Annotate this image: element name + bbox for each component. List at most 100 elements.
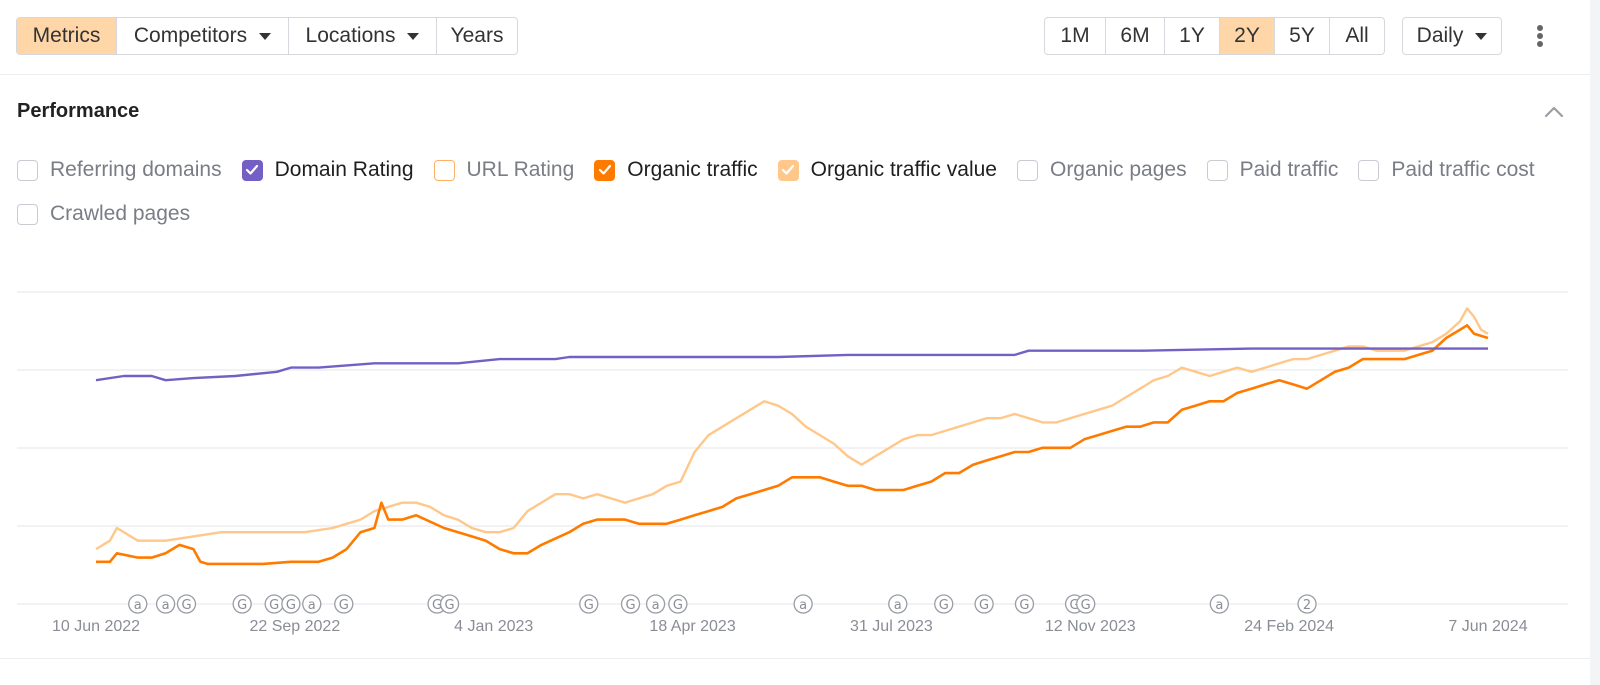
x-tick-label: 24 Feb 2024 (1244, 618, 1334, 635)
annotation-marker[interactable]: G (334, 594, 354, 614)
metric-label: Organic pages (1049, 158, 1187, 181)
annotation-label: G (1070, 598, 1080, 613)
caret-down-icon (259, 32, 272, 40)
annotation-marker[interactable]: a (888, 594, 908, 614)
checkbox-icon[interactable] (17, 159, 38, 181)
checkbox-icon[interactable] (1358, 159, 1380, 181)
annotation-marker[interactable]: a (155, 594, 176, 614)
metric-toggle-url-rating[interactable]: URL Rating (433, 158, 575, 182)
interval-dropdown[interactable]: Daily (1402, 17, 1502, 55)
annotation-marker[interactable]: a (1209, 594, 1229, 614)
checkbox-checked-icon[interactable] (241, 159, 263, 181)
tab-label: Metrics (32, 24, 101, 47)
annotation-label: G (939, 598, 949, 613)
annotation-label: G (625, 598, 635, 613)
annotation-marker[interactable]: G (974, 594, 994, 614)
checkbox-icon[interactable] (17, 203, 38, 225)
caret-down-icon (407, 32, 420, 40)
range-1y[interactable]: 1Y (1165, 18, 1220, 54)
tab-label: Years (450, 24, 504, 47)
chevron-up-icon[interactable] (1544, 104, 1564, 118)
toolbar: Metrics Competitors Locations Years 1M 6M 1Y 2… (0, 0, 1590, 75)
annotation-marker[interactable]: a (302, 594, 322, 614)
metric-toggle-organic-pages[interactable]: Organic pages (1016, 158, 1187, 182)
metric-toggles-row-1: Referring domains Domain Rating URL Rating… (17, 158, 1555, 182)
range-1m[interactable]: 1M (1045, 18, 1106, 54)
range-all[interactable]: All (1345, 24, 1369, 47)
annotation-marker[interactable]: a (645, 594, 666, 614)
checkbox-icon[interactable] (1206, 159, 1228, 181)
metric-toggle-domain-rating[interactable]: Domain Rating (241, 158, 414, 182)
annotation-label: G (269, 598, 279, 613)
time-range-selector: 1M 6M 1Y 2Y 5Y All (1044, 17, 1385, 55)
metric-label: URL Rating (466, 158, 575, 181)
x-tick-label: 31 Jul 2023 (850, 618, 933, 635)
metric-label: Crawled pages (50, 202, 191, 225)
metric-toggles-row-2: Crawled pages (17, 202, 210, 226)
annotation-marker[interactable]: G (176, 594, 197, 614)
metric-label: Domain Rating (274, 158, 414, 181)
checkbox-icon[interactable] (433, 159, 455, 181)
annotation-label: G (1081, 598, 1091, 613)
view-tabs: Metrics Competitors Locations Years (16, 17, 518, 55)
tab-locations[interactable]: Locations (289, 18, 437, 54)
annotation-label: a (799, 598, 807, 613)
page-scrollbar[interactable] (1590, 0, 1600, 685)
annotation-marker[interactable]: G (934, 594, 954, 614)
x-tick-label: 12 Nov 2023 (1045, 618, 1136, 635)
annotation-label: G (979, 598, 989, 613)
metric-toggle-paid-traffic-cost[interactable]: Paid traffic cost (1358, 158, 1535, 182)
annotation-marker[interactable]: G (1014, 594, 1035, 614)
annotation-label: 2 (1303, 598, 1311, 613)
metric-label: Paid traffic (1239, 158, 1339, 181)
annotation-marker[interactable]: G (232, 594, 252, 614)
annotation-marker[interactable]: G (668, 594, 688, 614)
metric-toggle-paid-traffic[interactable]: Paid traffic (1206, 158, 1339, 182)
checkbox-checked-icon[interactable] (594, 159, 616, 181)
x-tick-label: 18 Apr 2023 (649, 618, 735, 635)
checkbox-icon[interactable] (1016, 159, 1038, 181)
metric-toggle-organic-traffic[interactable]: Organic traffic (594, 158, 758, 182)
annotation-label: a (1215, 598, 1223, 613)
annotation-marker[interactable]: G (264, 594, 284, 614)
metric-toggle-crawled-pages[interactable]: Crawled pages (17, 202, 190, 226)
series-line-organic-traffic (96, 324, 1489, 566)
x-tick-label: 7 Jun 2024 (1448, 618, 1527, 635)
x-tick-label: 10 Jun 2022 (52, 618, 140, 635)
annotation-label: a (134, 598, 142, 613)
divider (0, 658, 1590, 659)
annotation-label: G (339, 598, 349, 613)
annotation-label: G (181, 598, 191, 613)
tab-label: Competitors (133, 24, 248, 47)
tab-metrics[interactable]: Metrics (17, 18, 117, 54)
annotation-marker[interactable]: G (579, 594, 599, 614)
annotation-marker[interactable]: G (439, 594, 460, 614)
interval-label: Daily (1416, 24, 1464, 47)
annotation-label: a (162, 598, 170, 613)
checkbox-checked-icon[interactable] (777, 159, 799, 181)
annotation-label: G (673, 598, 683, 613)
tab-competitors[interactable]: Competitors (117, 18, 289, 54)
annotation-marker[interactable]: G (281, 594, 301, 614)
metric-toggle-referring-domains[interactable]: Referring domains (17, 158, 222, 182)
range-2y[interactable]: 2Y (1220, 18, 1275, 54)
annotation-marker[interactable]: a (793, 594, 813, 614)
annotation-marker[interactable]: G (620, 594, 641, 614)
panel-title: Performance (17, 100, 140, 122)
metric-toggle-organic-traffic-value[interactable]: Organic traffic value (777, 158, 997, 182)
annotation-marker[interactable]: a (128, 594, 148, 614)
annotation-label: a (308, 598, 316, 613)
range-5y[interactable]: 5Y (1275, 18, 1330, 54)
tab-years[interactable]: Years (437, 18, 517, 54)
metric-label: Referring domains (50, 158, 222, 181)
annotation-label: a (652, 598, 660, 613)
annotation-marker[interactable]: 2 (1297, 594, 1317, 614)
metric-label: Organic traffic value (810, 158, 997, 181)
x-tick-label: 4 Jan 2023 (454, 618, 533, 635)
annotation-label: G (432, 598, 442, 613)
annotation-marker[interactable]: G (1076, 594, 1096, 614)
more-vertical-icon[interactable] (1530, 22, 1550, 50)
range-6m[interactable]: 6M (1106, 18, 1165, 54)
series-line-organic-traffic-value (95, 307, 1489, 551)
